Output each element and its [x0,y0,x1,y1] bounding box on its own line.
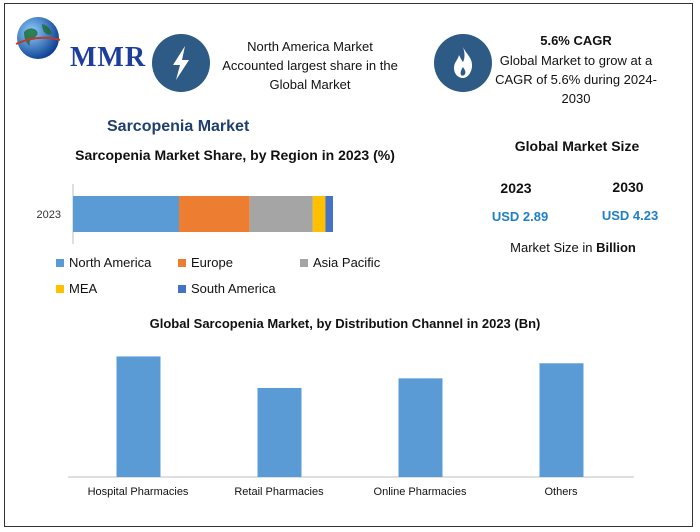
legend-swatch [178,258,186,267]
lightning-icon [173,46,189,80]
highlight-line: Global Market to grow at a [499,53,653,68]
highlight-line: 2030 [561,91,591,106]
region-chart-title-text: Sarcopenia Market Share, by Region in 20… [75,147,395,163]
bar-segment-asia-pacific [249,196,313,232]
highlight-north-america: North America Market Accounted largest s… [212,37,408,94]
highlight-line: CAGR of 5.6% during 2024- [495,72,657,87]
distribution-channel-chart [68,356,634,478]
logo-text: MMR [70,42,147,73]
legend-swatch [300,258,308,267]
market-size-note: Market Size in Billion [470,240,676,255]
legend-swatch [56,258,64,267]
legend-swatch [56,284,64,293]
region-share-chart: 2023 [37,184,333,244]
flame-icon-circle [434,34,492,92]
highlight-line: Global Market [269,77,351,92]
legend-label: MEA [69,281,98,296]
legend-europe: Europe [178,255,233,270]
legend-label: South America [191,281,276,296]
legend-label: Europe [191,255,233,270]
legend-label: Asia Pacific [313,255,381,270]
category-label: Online Pharmacies [373,486,467,498]
legend-label: North America [69,255,152,270]
legend-swatch [178,284,186,293]
highlight-line: Accounted largest share in the [222,58,398,73]
lightning-icon-circle [152,34,210,92]
highlight-cagr: 5.6% CAGR Global Market to grow at a CAG… [494,31,658,108]
bar-others [539,363,584,477]
bar-hospital-pharmacies [116,356,161,477]
market-size-value-2023: USD 2.89 [491,209,549,224]
bar-segment-mea [312,196,326,232]
legend-south-america: South America [178,281,276,296]
market-size-year-2023: 2023 [500,180,532,196]
category-label: Others [544,486,578,498]
market-size-note-text: Market Size in [510,240,597,255]
logo: MMR [14,14,145,73]
region-chart-title: Sarcopenia Market Share, by Region in 20… [70,145,400,165]
market-size-unit: Billion [596,240,636,255]
bar-retail-pharmacies [257,387,302,477]
category-label: Retail Pharmacies [234,486,324,498]
legend-asia-pacific: Asia Pacific [300,255,380,270]
legend-mea: MEA [56,281,97,296]
highlight-line: North America Market [247,39,373,54]
bar-online-pharmacies [398,378,443,477]
market-size-heading: Global Market Size [514,138,640,154]
market-size-value-2030: USD 4.23 [601,208,659,223]
bar-segment-europe [179,196,250,232]
bar-segment-north-america [73,196,180,232]
flame-icon [454,47,473,78]
cagr-title: 5.6% CAGR [540,33,612,48]
bar-segment-south-america [325,196,333,232]
infographic-frame [4,3,693,527]
distribution-chart-title: Global Sarcopenia Market, by Distributio… [149,316,541,331]
market-size-year-2030: 2030 [612,179,644,195]
category-label: Hospital Pharmacies [87,486,189,498]
globe-icon [15,17,61,59]
legend-north-america: North America [56,255,151,270]
y-tick-label: 2023 [37,209,61,221]
market-title: Sarcopenia Market [107,118,250,135]
